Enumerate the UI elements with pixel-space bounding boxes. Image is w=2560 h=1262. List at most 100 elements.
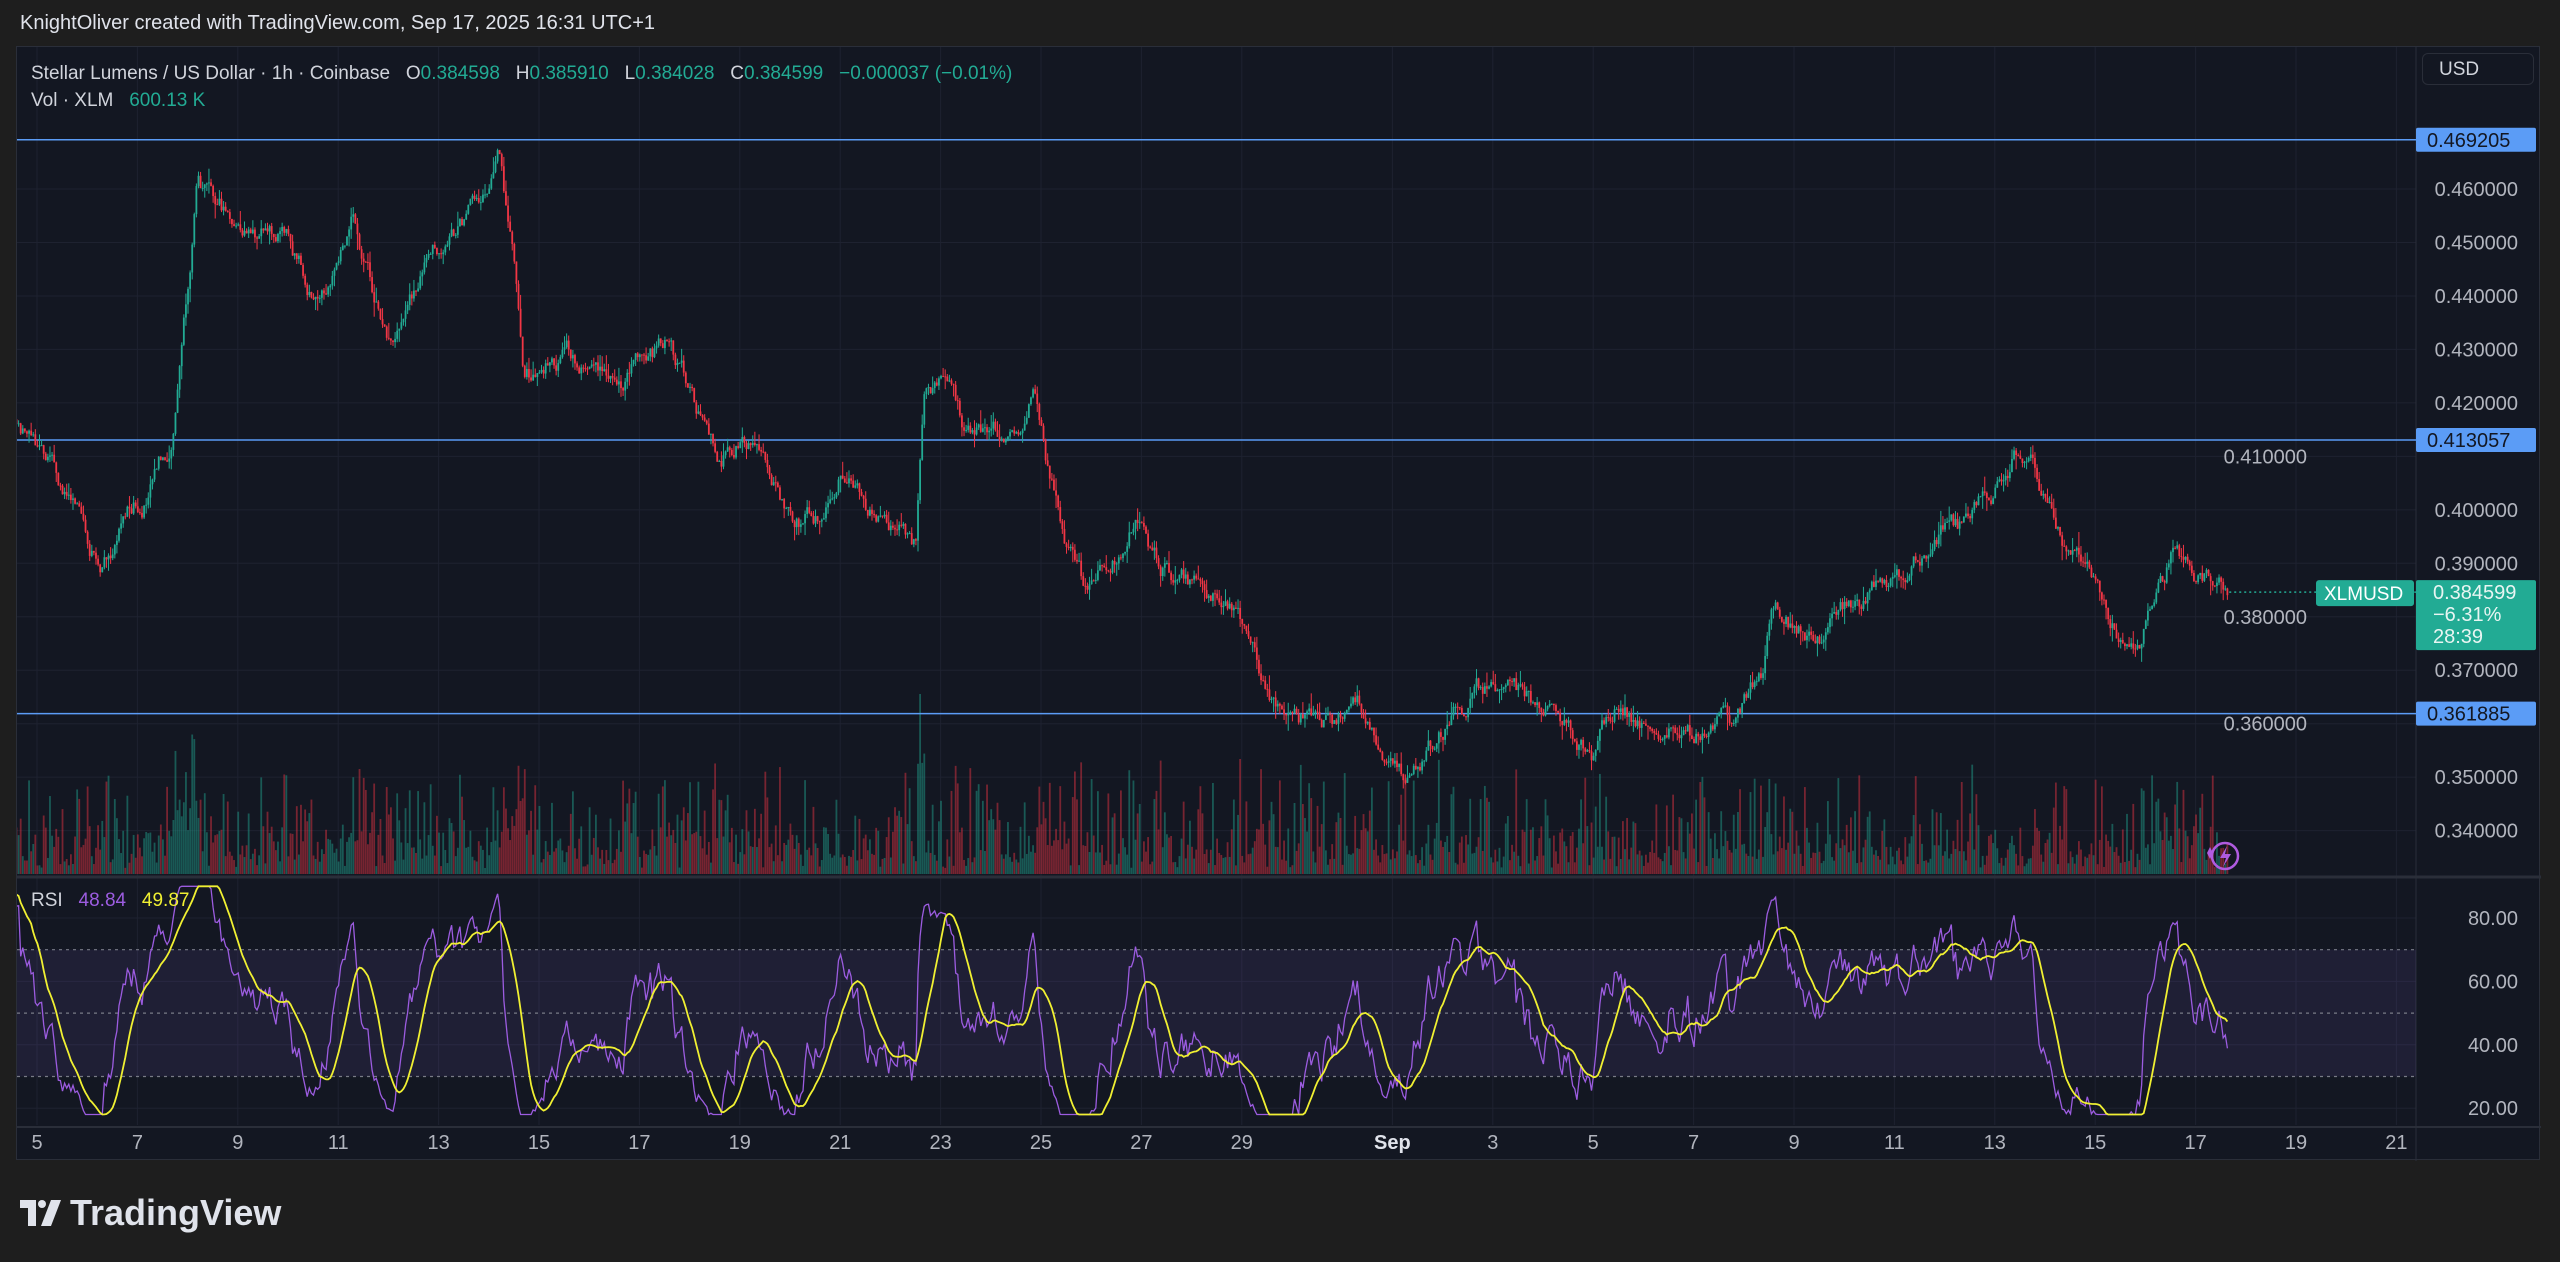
candle-body: [1460, 707, 1463, 715]
volume-bar: [927, 840, 930, 874]
candle: [1590, 745, 1593, 771]
candle: [1331, 713, 1334, 728]
volume-bar: [2094, 779, 2097, 874]
candle-body: [1916, 560, 1919, 562]
candle: [2031, 445, 2034, 465]
volume-bar: [1387, 781, 1390, 874]
candle-body: [1168, 563, 1170, 573]
volume-bar: [408, 790, 411, 874]
candle: [747, 440, 750, 450]
candle: [1316, 703, 1319, 719]
volume-bar: [1427, 824, 1430, 874]
candle: [396, 322, 399, 343]
currency-button[interactable]: USD: [2422, 53, 2534, 85]
candle-body: [1155, 547, 1158, 559]
symbol-title[interactable]: Stellar Lumens / US Dollar · 1h · Coinba…: [31, 63, 391, 84]
candle-body: [1820, 642, 1823, 644]
candle-body: [1258, 659, 1260, 674]
volume-bar: [536, 829, 539, 874]
candle: [251, 220, 254, 235]
tradingview-logo[interactable]: TradingView: [20, 1192, 281, 1234]
volume-bar: [1046, 845, 1049, 874]
volume-bar: [1274, 846, 1277, 874]
candle: [203, 183, 206, 198]
time-tick-label: 15: [528, 1132, 550, 1154]
volume-bar: [1437, 759, 1440, 874]
volume-bar: [749, 846, 752, 874]
rsi-ma-value: 49.87: [141, 890, 190, 911]
volume-bar: [1218, 852, 1221, 874]
chart-panel[interactable]: 0.460000 0.450000 0.440000 0.430000 0.420000…: [16, 46, 2541, 1161]
candle: [904, 523, 907, 539]
candle: [603, 363, 606, 372]
volume-bar: [1780, 848, 1783, 874]
volume-bar: [1126, 854, 1129, 874]
candle-body: [1668, 728, 1670, 738]
candle: [1174, 566, 1177, 595]
candle: [910, 527, 913, 545]
volume-bar: [1289, 867, 1292, 874]
candle-body: [78, 503, 81, 507]
volume-bar: [433, 855, 436, 874]
volume-bar: [670, 835, 673, 874]
candle-body: [1373, 727, 1375, 736]
volume-label[interactable]: Vol · XLM: [31, 90, 114, 111]
candle-body: [178, 366, 181, 390]
candle-body: [2224, 588, 2227, 590]
candle-body: [1695, 733, 1698, 744]
candle: [314, 296, 317, 311]
volume-bar: [1159, 760, 1162, 874]
candle: [812, 510, 815, 525]
candle-body: [2038, 479, 2041, 491]
candle: [247, 226, 250, 239]
candle: [1931, 543, 1934, 557]
candle: [1032, 387, 1034, 399]
volume-bar: [423, 802, 426, 874]
candle-body: [350, 216, 353, 230]
volume-bar: [1718, 858, 1721, 874]
candle: [1659, 735, 1662, 744]
volume-bar: [2197, 833, 2200, 874]
candle: [693, 387, 696, 403]
candle-body: [965, 429, 968, 431]
candle: [1998, 476, 2001, 483]
candle-body: [2109, 619, 2112, 629]
candle: [1069, 544, 1072, 552]
volume-bar: [1021, 858, 1024, 874]
chart-canvas[interactable]: 0.4600000.4500000.4400000.4300000.420000…: [17, 47, 2541, 1161]
volume-bar: [498, 847, 501, 874]
candle-body: [2006, 475, 2009, 479]
candle-body: [971, 430, 974, 433]
candle-body: [2170, 552, 2172, 564]
volume-bar: [925, 852, 928, 874]
candle: [984, 418, 986, 435]
candle-body: [1841, 602, 1844, 610]
candle: [1276, 700, 1279, 712]
lightning-icon[interactable]: [2207, 841, 2240, 871]
volume-bar: [2092, 855, 2095, 874]
volume-bar: [268, 833, 271, 874]
rsi-label[interactable]: RSI: [31, 890, 63, 911]
candle: [373, 284, 376, 317]
volume-bar: [1975, 794, 1978, 874]
candle-body: [1161, 567, 1164, 577]
candle-body: [1889, 578, 1892, 586]
volume-bar: [1460, 836, 1463, 874]
candle-body: [335, 262, 338, 270]
candle-body: [1776, 602, 1779, 610]
volume-bar: [831, 857, 834, 874]
volume-bar: [306, 821, 309, 874]
candle: [1036, 386, 1039, 413]
candle-body: [1186, 574, 1189, 585]
volume-bar: [2203, 848, 2206, 874]
candle-body: [1490, 682, 1493, 687]
volume-bar: [241, 845, 244, 874]
candle-body: [1410, 773, 1413, 776]
candle-body: [1590, 751, 1593, 761]
candle-body: [1224, 601, 1227, 606]
volume-bar: [1511, 844, 1513, 874]
candle-body: [247, 229, 250, 234]
volume-bar: [682, 807, 685, 874]
candle: [245, 228, 248, 234]
candle-body: [287, 229, 290, 235]
